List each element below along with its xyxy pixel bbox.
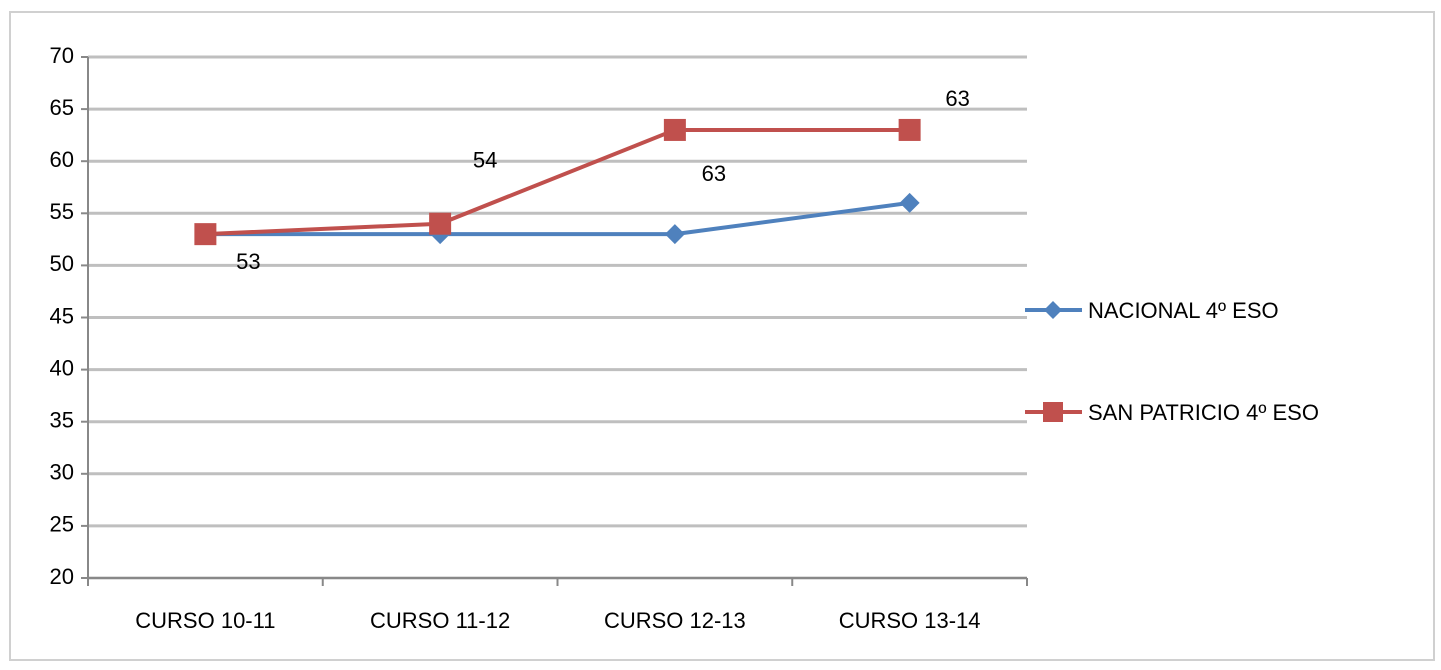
marker	[663, 118, 686, 141]
y-tick-label: 50	[50, 251, 74, 276]
x-tick-label: CURSO 10-11	[135, 608, 275, 633]
x-tick-label: CURSO 13-14	[839, 608, 981, 633]
data-label: 53	[236, 249, 260, 274]
y-tick-label: 40	[50, 355, 74, 380]
y-tick-label: 60	[50, 147, 74, 172]
marker	[194, 223, 217, 246]
y-tick-label: 70	[50, 43, 74, 68]
marker	[664, 224, 685, 245]
series-line	[205, 127, 910, 237]
x-tick-label: CURSO 12-13	[604, 608, 746, 633]
data-label: 54	[473, 148, 497, 173]
y-tick-label: 20	[50, 564, 74, 589]
legend-label: NACIONAL 4º ESO	[1088, 298, 1279, 323]
legend-label: SAN PATRICIO 4º ESO	[1088, 400, 1319, 425]
marker	[899, 192, 920, 213]
y-tick-label: 55	[50, 199, 74, 224]
y-tick-label: 25	[50, 512, 74, 537]
data-label: 63	[702, 161, 726, 186]
x-tick-label: CURSO 11-12	[370, 608, 510, 633]
y-tick-label: 30	[50, 460, 74, 485]
chart-frame	[9, 11, 1435, 661]
marker	[1044, 301, 1062, 319]
y-tick-label: 65	[50, 95, 74, 120]
marker	[1043, 402, 1063, 422]
y-tick-label: 35	[50, 408, 74, 433]
marker	[429, 212, 452, 235]
y-tick-label: 45	[50, 303, 74, 328]
data-label: 63	[945, 86, 969, 111]
series-line	[205, 200, 910, 237]
marker	[898, 118, 921, 141]
